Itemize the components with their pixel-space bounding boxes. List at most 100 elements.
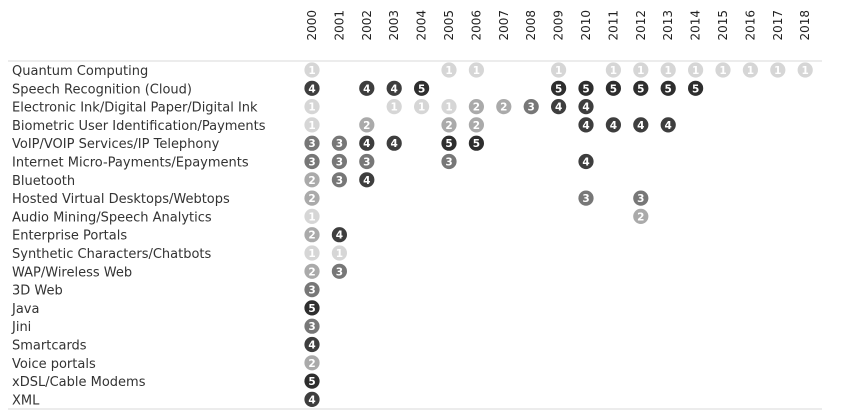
rating-dot-label: 3 [336, 138, 343, 150]
rating-dot-label: 4 [582, 157, 589, 169]
rating-dot [715, 62, 731, 78]
rating-dot-label: 3 [308, 138, 315, 150]
rating-dot [304, 190, 320, 206]
rating-dot-label: 5 [418, 83, 425, 95]
rating-dot [386, 80, 402, 96]
rating-dot [359, 153, 375, 170]
rating-dot-label: 4 [582, 120, 589, 132]
rating-dot-label: 1 [719, 65, 726, 77]
table-row: Hosted Virtual Desktops/Webtops 2 3 3 [12, 190, 649, 207]
rating-dot [304, 208, 320, 224]
rating-dot [331, 172, 347, 188]
rating-dot-label: 4 [391, 138, 398, 150]
rating-dot-label: 1 [445, 102, 452, 114]
rating-dot-label: 2 [637, 211, 644, 223]
rating-dot-label: 1 [308, 65, 315, 77]
rating-dot [304, 300, 320, 316]
rating-dot [551, 62, 567, 78]
table-row: Internet Micro-Payments/Epayments 3 3 3 3 4 [12, 153, 594, 171]
row-label: Voice portals [12, 357, 96, 372]
year-label-2004: 2004 [415, 10, 429, 41]
table-row: Enterprise Portals 2 4 [12, 227, 347, 244]
year-label-2005: 2005 [442, 10, 456, 41]
year-label-2013: 2013 [661, 10, 675, 41]
rating-dot [468, 99, 484, 115]
rating-dot-label: 3 [336, 266, 343, 278]
rows: Quantum Computing 1 1 1 1 1 1 1 1 1 1 1 1 Speech Reco… [11, 62, 813, 408]
rating-dot-label: 3 [528, 102, 535, 114]
rating-dot-label: 1 [308, 120, 315, 132]
rating-dot [605, 117, 622, 133]
rating-dot [304, 318, 320, 334]
row-label: VoIP/VOIP Services/IP Telephony [12, 137, 220, 152]
table-row: WAP/Wireless Web 2 3 [12, 263, 347, 280]
rating-dot [578, 117, 594, 133]
rating-dot [331, 263, 347, 279]
rating-dot-label: 4 [582, 102, 589, 114]
row-label: Jini [11, 320, 31, 335]
rating-dot [414, 99, 430, 115]
row-label: Electronic Ink/Digital Paper/Digital Ink [12, 101, 258, 116]
rating-dot [304, 336, 320, 353]
year-label-2008: 2008 [524, 10, 538, 41]
rating-dot-label: 4 [363, 138, 370, 150]
rating-dot [605, 62, 622, 78]
rating-dot-label: 5 [637, 83, 644, 95]
row-label: Biometric User Identification/Payments [12, 119, 266, 134]
year-label-2000: 2000 [305, 10, 319, 41]
table-row: Voice portals 2 [12, 355, 320, 372]
table-row: XML 4 [12, 391, 320, 408]
row-label: Speech Recognition (Cloud) [12, 82, 192, 97]
row-label: Quantum Computing [12, 64, 148, 79]
year-label-2015: 2015 [716, 10, 730, 41]
rating-dot-label: 2 [363, 120, 370, 132]
year-label-2001: 2001 [332, 10, 346, 41]
row-label: Java [11, 302, 39, 317]
table-row: Biometric User Identification/Payments 1 2… [12, 117, 676, 134]
rating-dot [304, 135, 320, 151]
rating-dot [633, 190, 649, 206]
rating-dot-label: 2 [308, 358, 315, 370]
rating-dot [331, 245, 347, 261]
rating-dot [359, 80, 375, 96]
rating-dot [304, 153, 320, 170]
rating-dot [441, 99, 457, 115]
rating-dot-label: 2 [308, 230, 315, 242]
rating-dot-label: 5 [473, 138, 480, 150]
rating-dot-label: 5 [692, 83, 699, 95]
rating-dot [578, 80, 594, 96]
rating-dot [441, 153, 457, 170]
row-label: Synthetic Characters/Chatbots [12, 247, 212, 262]
rating-dot [578, 153, 594, 170]
rating-dot [304, 117, 320, 133]
rating-dot [633, 80, 649, 96]
rating-dot-label: 2 [445, 120, 452, 132]
year-label-2016: 2016 [743, 10, 757, 41]
table-row: VoIP/VOIP Services/IP Telephony 3 3 4 4 5 5 [12, 135, 484, 152]
rating-dot [797, 62, 813, 78]
rating-dot [304, 391, 320, 407]
row-label: xDSL/Cable Modems [12, 375, 146, 390]
rating-dot [359, 117, 375, 133]
rating-dot-label: 4 [637, 120, 644, 132]
table-row: 3D Web 3 [12, 282, 320, 299]
rating-dot-label: 1 [391, 102, 398, 114]
row-label: WAP/Wireless Web [12, 265, 132, 280]
rating-dot-label: 4 [308, 340, 315, 352]
rating-dot-label: 4 [308, 83, 315, 95]
rating-dot-label: 4 [308, 394, 315, 406]
rating-dot-label: 4 [363, 175, 370, 187]
rating-dot [441, 62, 457, 78]
rating-dot-label: 1 [308, 248, 315, 260]
year-label-2012: 2012 [634, 10, 648, 41]
row-label: Hosted Virtual Desktops/Webtops [12, 192, 230, 207]
table-row: Synthetic Characters/Chatbots 1 1 [12, 245, 347, 262]
table-row: Smartcards 4 [12, 336, 320, 354]
table-row: Java 5 [11, 300, 320, 317]
rating-dot-label: 3 [363, 157, 370, 169]
rating-dot-label: 5 [445, 138, 452, 150]
year-label-2018: 2018 [798, 10, 812, 41]
rating-dot-label: 3 [582, 193, 589, 205]
rating-dot [688, 80, 704, 96]
